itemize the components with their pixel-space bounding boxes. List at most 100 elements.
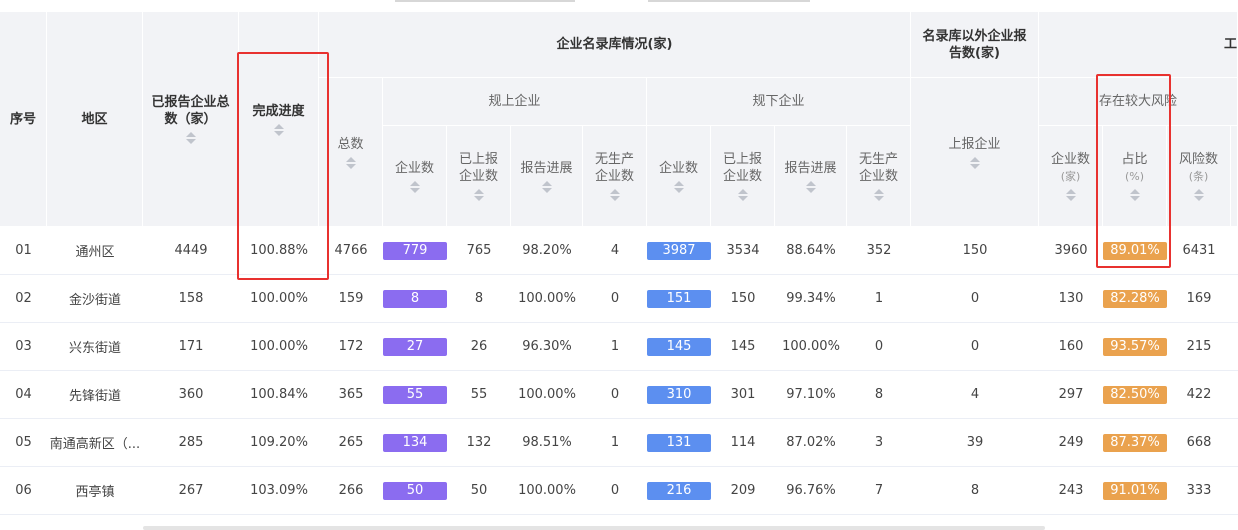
cell-reported-total: 171	[143, 323, 239, 371]
cell-risk-items: 668	[1167, 419, 1231, 467]
cell-risk-items: 333	[1167, 467, 1231, 515]
sort-icon[interactable]	[873, 189, 884, 201]
col-header-seq: 序号	[0, 12, 47, 227]
cell-outside-reported: 4	[911, 371, 1039, 419]
sort-icon[interactable]	[473, 189, 484, 201]
cell-risk-count: 243	[1039, 467, 1103, 515]
sort-icon[interactable]	[345, 156, 356, 169]
cell-reported-total: 158	[143, 275, 239, 323]
cell-overflow	[1231, 323, 1238, 371]
cell-below-count: 216	[647, 467, 711, 515]
cell-below-reported: 114	[711, 419, 775, 467]
cell-below-count-badge: 3987	[647, 241, 711, 260]
col-header-above-progress[interactable]: 报告进展	[511, 126, 583, 227]
cell-risk-ratio: 82.28%	[1103, 275, 1167, 323]
horizontal-scrollbar[interactable]	[143, 526, 1045, 530]
cell-risk-ratio-badge: 93.57%	[1103, 337, 1167, 356]
col-header-above-count[interactable]: 企业数	[383, 126, 447, 227]
col-header-below-progress[interactable]: 报告进展	[775, 126, 847, 227]
cell-completion: 109.20%	[239, 419, 319, 467]
cell-region: 通州区	[47, 227, 143, 275]
group-header-below-scale: 规下企业	[647, 78, 911, 126]
col-header-total[interactable]: 总数	[319, 78, 383, 227]
cell-below-reported: 145	[711, 323, 775, 371]
cell-risk-items: 215	[1167, 323, 1231, 371]
cell-overflow	[1231, 275, 1238, 323]
cell-total: 159	[319, 275, 383, 323]
col-header-above-reported[interactable]: 已上报企业数	[447, 126, 511, 227]
sort-icon[interactable]	[609, 189, 620, 201]
cell-below-count: 310	[647, 371, 711, 419]
col-header-completion[interactable]: 完成进度	[239, 12, 319, 227]
cell-above-noprod: 1	[583, 323, 647, 371]
sort-icon[interactable]	[737, 189, 748, 201]
col-header-below-reported[interactable]: 已上报企业数	[711, 126, 775, 227]
cell-outside-reported: 8	[911, 467, 1039, 515]
cell-below-progress: 99.34%	[775, 275, 847, 323]
group-header-right-partial: 工	[1039, 12, 1238, 78]
cell-region: 金沙街道	[47, 275, 143, 323]
cell-risk-count: 130	[1039, 275, 1103, 323]
cell-completion: 103.09%	[239, 467, 319, 515]
sort-icon[interactable]	[409, 180, 420, 193]
cell-risk-count: 3960	[1039, 227, 1103, 275]
cell-above-progress: 100.00%	[511, 275, 583, 323]
col-header-above-noprod[interactable]: 无生产企业数	[583, 126, 647, 227]
cell-region: 兴东街道	[47, 323, 143, 371]
sort-icon[interactable]	[1065, 189, 1076, 201]
sort-icon[interactable]	[273, 123, 284, 136]
col-header-reported-total[interactable]: 已报告企业总数（家）	[143, 12, 239, 227]
cell-below-noprod: 8	[847, 371, 911, 419]
cell-risk-ratio: 89.01%	[1103, 227, 1167, 275]
sort-icon[interactable]	[1129, 189, 1140, 201]
cell-risk-ratio: 93.57%	[1103, 323, 1167, 371]
sort-icon[interactable]	[673, 180, 684, 193]
cell-below-count-badge: 151	[647, 289, 711, 308]
group-header-risk: 存在较大风险	[1039, 78, 1238, 126]
cell-below-count: 131	[647, 419, 711, 467]
sort-icon[interactable]	[1193, 189, 1204, 201]
cell-total: 4766	[319, 227, 383, 275]
cell-completion: 100.88%	[239, 227, 319, 275]
cell-risk-ratio-badge: 87.37%	[1103, 433, 1167, 452]
cell-overflow	[1231, 467, 1238, 515]
col-header-region: 地区	[47, 12, 143, 227]
cell-risk-count: 160	[1039, 323, 1103, 371]
cell-outside-reported: 0	[911, 323, 1039, 371]
cell-above-count: 134	[383, 419, 447, 467]
cell-above-noprod: 0	[583, 275, 647, 323]
cell-above-noprod: 0	[583, 467, 647, 515]
cell-risk-items: 422	[1167, 371, 1231, 419]
cell-above-count: 55	[383, 371, 447, 419]
cell-below-count: 145	[647, 323, 711, 371]
cell-outside-reported: 0	[911, 275, 1039, 323]
cell-region: 先锋街道	[47, 371, 143, 419]
sort-icon[interactable]	[969, 156, 980, 169]
cell-completion: 100.00%	[239, 275, 319, 323]
cell-risk-ratio: 91.01%	[1103, 467, 1167, 515]
cell-above-reported: 26	[447, 323, 511, 371]
cell-above-count: 779	[383, 227, 447, 275]
cell-reported-total: 267	[143, 467, 239, 515]
cell-overflow	[1231, 419, 1238, 467]
cell-completion: 100.84%	[239, 371, 319, 419]
cell-above-noprod: 4	[583, 227, 647, 275]
sort-icon[interactable]	[805, 180, 816, 193]
sort-icon[interactable]	[185, 132, 196, 144]
cell-risk-ratio-badge: 91.01%	[1103, 481, 1167, 500]
col-header-risk-ratio[interactable]: 占比 (%)	[1103, 126, 1167, 227]
group-header-above-scale: 规上企业	[383, 78, 647, 126]
col-header-outside-reported[interactable]: 上报企业	[911, 78, 1039, 227]
col-header-risk-items[interactable]: 风险数 (条)	[1167, 126, 1231, 227]
sort-icon[interactable]	[541, 180, 552, 193]
cell-above-progress: 98.20%	[511, 227, 583, 275]
cell-below-count-badge: 131	[647, 433, 711, 452]
top-divider-left	[395, 0, 575, 2]
col-header-risk-count[interactable]: 企业数 (家)	[1039, 126, 1103, 227]
cell-region: 南通高新区（...	[47, 419, 143, 467]
col-header-below-count[interactable]: 企业数	[647, 126, 711, 227]
col-header-below-noprod[interactable]: 无生产企业数	[847, 126, 911, 227]
cell-seq: 04	[0, 371, 47, 419]
cell-below-noprod: 1	[847, 275, 911, 323]
cell-risk-count: 249	[1039, 419, 1103, 467]
